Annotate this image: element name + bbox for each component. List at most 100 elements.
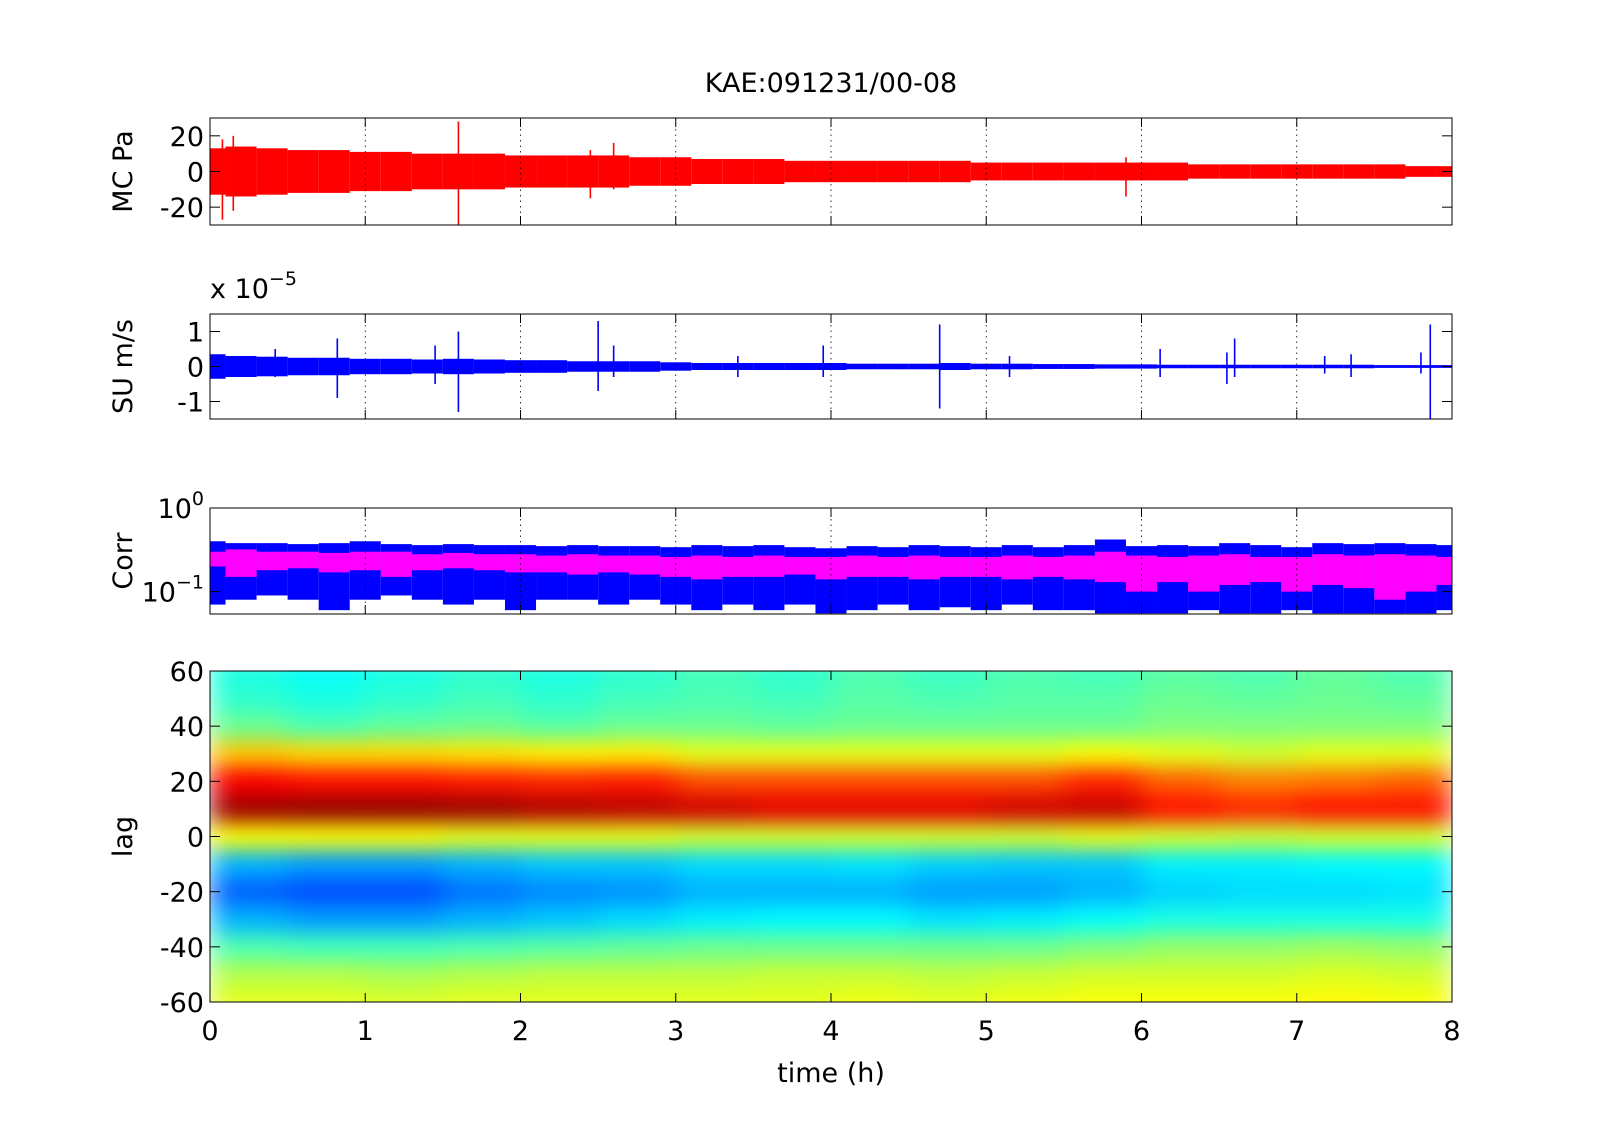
heatmap-cell <box>753 671 832 686</box>
envelope-segment <box>504 155 537 188</box>
heatmap-cell <box>675 671 754 686</box>
heatmap-cell <box>675 739 754 769</box>
heatmap-cell <box>1063 767 1142 796</box>
heatmap-cell <box>753 877 832 906</box>
heatmap-cell <box>1219 739 1298 769</box>
heatmap-cell <box>520 822 599 851</box>
envelope-segment <box>287 357 319 376</box>
envelope-segment <box>629 555 661 575</box>
heatmap-cell <box>598 905 677 934</box>
envelope-segment <box>1063 364 1095 369</box>
heatmap-cell <box>908 712 987 741</box>
heatmap-cell <box>986 877 1065 906</box>
heatmap-cell <box>1141 767 1220 796</box>
heatmap-cell <box>210 795 289 824</box>
envelope-segment <box>908 160 940 183</box>
envelope-segment <box>567 155 599 188</box>
heatmap-cell <box>1219 933 1298 962</box>
envelope-segment <box>473 545 505 600</box>
heatmap-cell <box>1063 739 1142 769</box>
y-tick-label: 60 <box>170 657 204 688</box>
heatmap-cell <box>210 671 289 686</box>
heatmap-cell <box>365 739 444 769</box>
heatmap-cell <box>908 905 987 934</box>
heatmap-cell <box>753 739 832 769</box>
heatmap-cell <box>210 877 289 906</box>
heatmap-cell <box>1063 933 1142 962</box>
heatmap-cell <box>442 933 521 962</box>
heatmap-cell <box>520 712 599 741</box>
heatmap-cell <box>1141 671 1220 686</box>
heatmap-cell <box>1219 960 1298 989</box>
heatmap-cell <box>287 933 366 962</box>
envelope-segment <box>1032 162 1064 181</box>
envelope-segment <box>1063 555 1095 580</box>
heatmap-cell <box>908 795 987 824</box>
envelope-segment <box>1436 556 1452 586</box>
envelope-segment <box>318 150 350 193</box>
heatmap-cell <box>1219 712 1298 741</box>
envelope-segment <box>815 556 847 580</box>
heatmap-cell <box>675 767 754 796</box>
envelope-segment <box>846 160 878 183</box>
heatmap-cell <box>1296 671 1375 686</box>
heatmap-cell <box>1374 671 1452 686</box>
heatmap-cell <box>1063 988 1142 1002</box>
heatmap-cell <box>1374 933 1452 962</box>
heatmap-cell <box>365 767 444 796</box>
envelope-segment <box>598 555 630 573</box>
heatmap-cell <box>753 795 832 824</box>
x-tick-label: 7 <box>1288 1016 1305 1047</box>
heatmap-cell <box>442 739 521 769</box>
envelope-segment <box>1094 162 1126 181</box>
heatmap-cell <box>831 671 910 686</box>
heatmap-cell <box>908 822 987 851</box>
heatmap-cell <box>831 933 910 962</box>
heatmap-cell <box>1374 739 1452 769</box>
heatmap-cell <box>986 795 1065 824</box>
envelope-segment <box>287 551 319 569</box>
heatmap-cell <box>986 850 1065 879</box>
heatmap-cell <box>598 822 677 851</box>
envelope-segment <box>1250 364 1282 369</box>
heatmap-cell <box>210 905 289 934</box>
heatmap-cell <box>831 795 910 824</box>
heatmap-cell <box>1296 933 1375 962</box>
envelope-segment <box>691 159 723 184</box>
heatmap-cell <box>1296 684 1375 713</box>
heatmap-cell <box>831 850 910 879</box>
heatmap-cell <box>986 822 1065 851</box>
envelope-segment <box>753 555 785 577</box>
heatmap-cell <box>986 684 1065 713</box>
y-tick-label: 1 <box>187 318 204 349</box>
envelope-segment <box>411 359 443 374</box>
heatmap-cell <box>442 795 521 824</box>
heatmap-cell <box>1374 877 1452 906</box>
envelope-segment <box>846 555 878 577</box>
envelope-segment <box>1343 364 1375 369</box>
heatmap-cell <box>287 712 366 741</box>
envelope-segment <box>1001 162 1033 181</box>
heatmap-cell <box>442 671 521 686</box>
heatmap-cell <box>442 712 521 741</box>
heatmap-cell <box>1141 988 1220 1002</box>
envelope-segment <box>1001 555 1033 580</box>
heatmap-cell <box>753 988 832 1002</box>
envelope-segment <box>877 363 909 370</box>
heatmap-cell <box>1374 988 1452 1002</box>
heatmap-cell <box>1063 712 1142 741</box>
envelope-segment <box>256 551 288 571</box>
x-tick-label: 8 <box>1443 1016 1460 1047</box>
envelope-segment <box>1032 364 1064 369</box>
heatmap-cell <box>598 712 677 741</box>
heatmap <box>210 671 1452 1002</box>
envelope-segment <box>1219 164 1251 179</box>
x-tick-label: 5 <box>978 1016 995 1047</box>
heatmap-cell <box>287 988 366 1002</box>
envelope-segment <box>660 556 692 577</box>
envelope-segment <box>411 554 443 571</box>
heatmap-cell <box>908 933 987 962</box>
heatmap-cell <box>598 988 677 1002</box>
heatmap-cell <box>287 684 366 713</box>
heatmap-cell <box>675 795 754 824</box>
